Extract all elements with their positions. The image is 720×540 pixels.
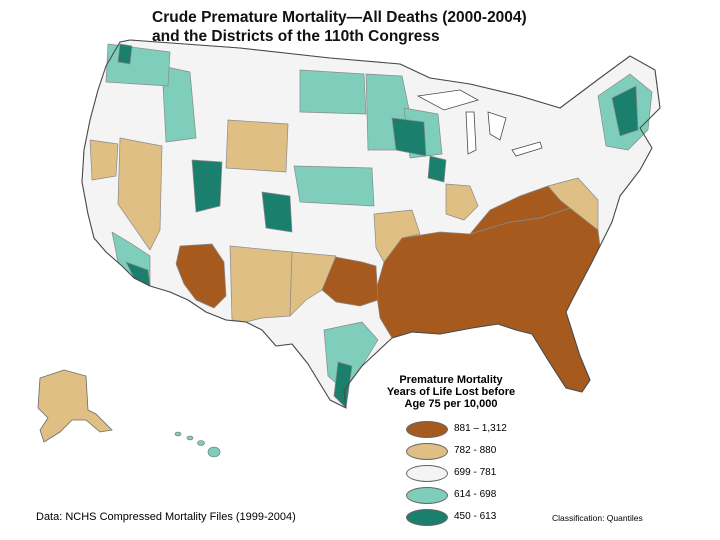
legend-label-3: 699 - 781 bbox=[454, 467, 497, 478]
region-north-dakota bbox=[299, 69, 367, 115]
legend-swatch-5 bbox=[406, 509, 448, 526]
region-colorado-front-range bbox=[261, 191, 293, 233]
legend-swatch-1 bbox=[406, 421, 448, 438]
region-nebraska bbox=[293, 165, 375, 207]
legend-label-4: 614 - 698 bbox=[454, 489, 497, 500]
classification-note: Classification: Quantiles bbox=[552, 513, 643, 523]
map-title-line-2: and the Districts of the 110th Congress bbox=[152, 28, 440, 45]
alaska bbox=[37, 369, 113, 443]
hawaii bbox=[174, 431, 221, 458]
legend-label-2: 782 - 880 bbox=[454, 445, 497, 456]
map-title-line-1: Crude Premature Mortality—All Deaths (20… bbox=[152, 9, 527, 26]
legend-title: Premature Mortality Years of Life Lost b… bbox=[366, 374, 536, 410]
region-texas-panhandle bbox=[289, 251, 337, 317]
region-iowa-dark bbox=[427, 155, 447, 183]
legend-swatch-4 bbox=[406, 487, 448, 504]
region-idaho bbox=[161, 65, 197, 143]
continental-us-outline bbox=[81, 39, 661, 409]
region-new-england-dark bbox=[611, 85, 639, 137]
region-missouri bbox=[373, 209, 421, 263]
region-seattle bbox=[117, 43, 133, 65]
lake-superior bbox=[416, 89, 480, 111]
region-virginia bbox=[547, 177, 599, 231]
data-source-note: Data: NCHS Compressed Mortality Files (1… bbox=[36, 511, 296, 523]
lake-huron bbox=[487, 111, 507, 141]
map-title: Crude Premature Mortality—All Deaths (20… bbox=[152, 8, 672, 46]
legend-title-line-1: Premature Mortality bbox=[399, 374, 503, 386]
legend-swatch-3 bbox=[406, 465, 448, 482]
region-nevada bbox=[117, 137, 163, 251]
region-utah bbox=[191, 159, 223, 213]
region-new-mexico bbox=[229, 245, 293, 323]
legend-swatch-2 bbox=[406, 443, 448, 460]
region-oregon-south bbox=[89, 139, 119, 181]
legend-label-5: 450 - 613 bbox=[454, 511, 497, 522]
legend-label-1: 881 – 1,312 bbox=[454, 423, 507, 434]
legend-title-line-3: Age 75 per 10,000 bbox=[404, 398, 498, 410]
region-midwest-tan bbox=[445, 183, 479, 221]
region-wyoming bbox=[225, 119, 289, 173]
region-arizona bbox=[175, 243, 227, 309]
lake-michigan bbox=[465, 111, 477, 155]
lake-erie bbox=[511, 141, 543, 157]
legend-title-line-2: Years of Life Lost before bbox=[386, 386, 516, 398]
region-minnesota-metro bbox=[391, 117, 427, 157]
